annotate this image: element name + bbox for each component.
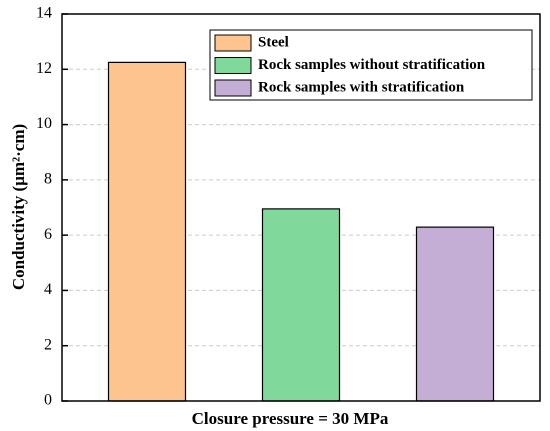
y-axis-label: Conductivity (μm²·cm) <box>9 124 28 290</box>
legend-swatch <box>214 79 252 97</box>
y-tick-label: 8 <box>44 171 52 188</box>
bar <box>261 208 341 402</box>
legend-box <box>209 29 533 101</box>
y-tick-label: 0 <box>44 392 52 409</box>
y-tick-label: 2 <box>44 336 52 353</box>
legend-label: Rock samples with stratification <box>258 79 465 95</box>
legend-label: Rock samples without stratification <box>258 57 486 73</box>
x-axis-label: Closure pressure = 30 MPa <box>192 409 389 428</box>
plot-frame <box>61 13 541 402</box>
legend-swatch <box>214 34 252 52</box>
y-tick-label: 4 <box>44 281 52 298</box>
bar <box>415 226 495 402</box>
bar <box>107 61 187 402</box>
legend-swatch <box>214 57 252 74</box>
y-tick-label: 6 <box>44 226 52 243</box>
y-tick-label: 14 <box>36 5 52 22</box>
y-tick-label: 10 <box>36 115 52 132</box>
y-tick-label: 12 <box>36 60 52 77</box>
legend-label: Steel <box>258 34 289 50</box>
